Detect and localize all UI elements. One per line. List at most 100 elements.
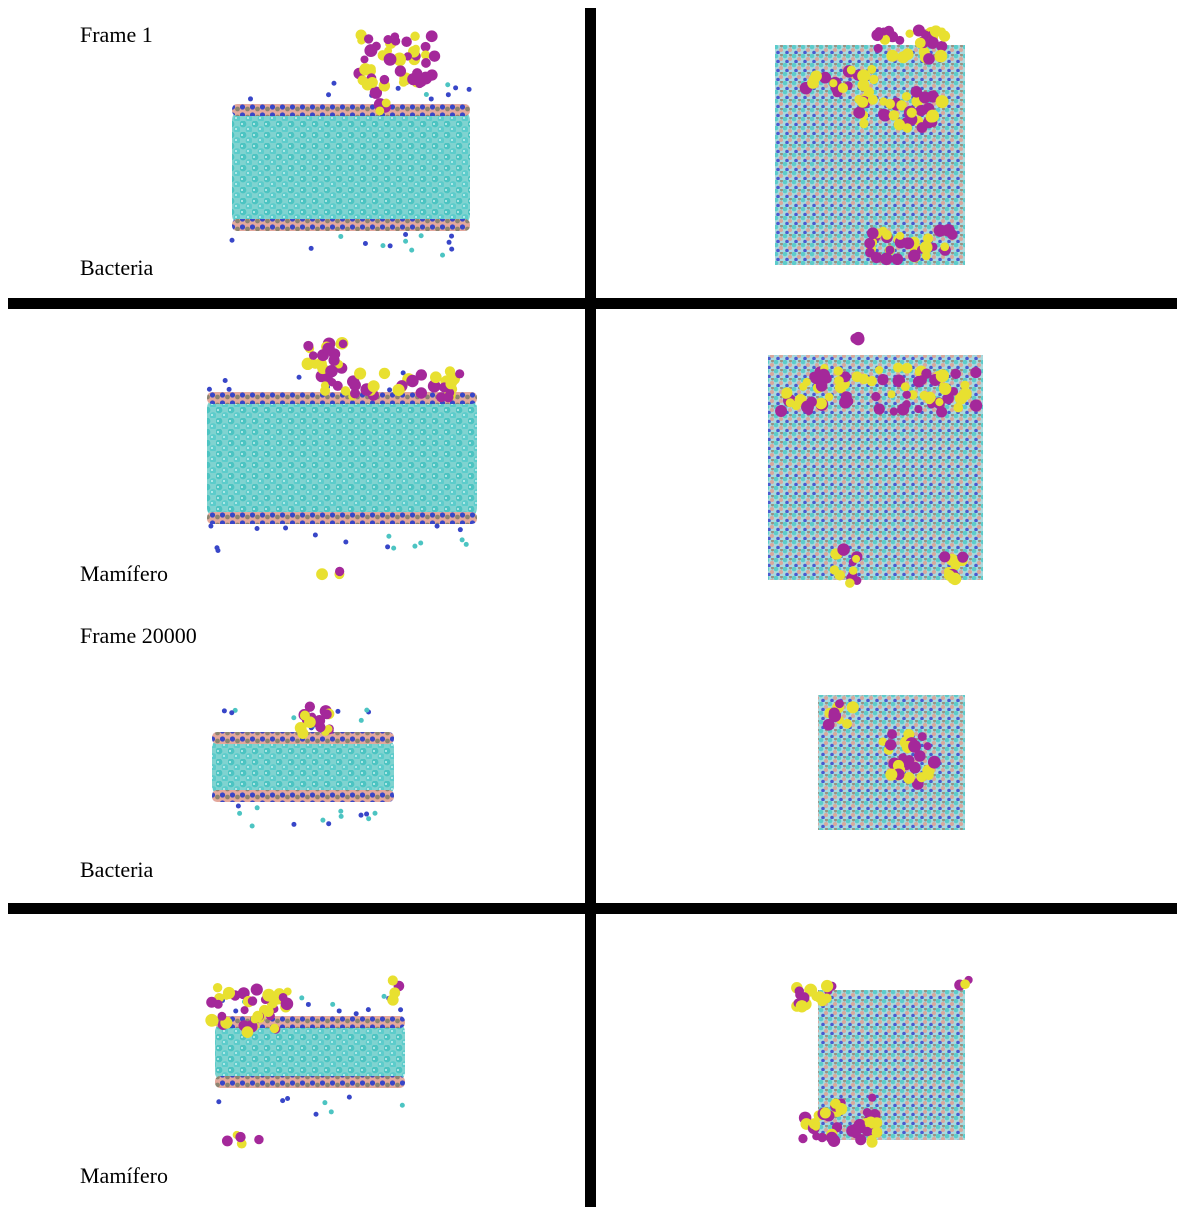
peptide-bead: [781, 387, 792, 398]
peptide-bead: [913, 376, 924, 387]
peptide-bead: [421, 42, 431, 52]
peptide-bead: [926, 110, 939, 123]
peptide-bead: [341, 386, 351, 396]
ion: [366, 816, 371, 821]
peptide-bead: [775, 405, 787, 417]
ion: [467, 87, 472, 92]
ion: [229, 710, 234, 715]
membrane-label: Mamífero: [80, 561, 168, 586]
peptide-bead: [339, 340, 348, 349]
ion: [449, 234, 454, 239]
peptide-bead: [939, 383, 951, 395]
peptide-bead: [241, 1006, 249, 1014]
headgroups: [212, 790, 394, 802]
peptide-bead: [838, 83, 848, 93]
headgroups: [215, 1076, 405, 1088]
peptide-bead: [835, 570, 845, 580]
membrane-top: [818, 990, 965, 1140]
ion: [400, 1103, 405, 1108]
peptide-bead: [834, 366, 843, 375]
peptide-bead: [321, 381, 329, 389]
peptide-bead: [389, 987, 400, 998]
ion: [283, 526, 288, 531]
peptide-bead: [384, 53, 397, 66]
peptide-bead: [875, 366, 883, 374]
peptide-bead: [822, 993, 832, 1003]
peptide-bead: [297, 728, 308, 739]
peptide-bead: [914, 405, 922, 413]
peptide-bead: [891, 253, 903, 265]
peptide-bead: [375, 106, 384, 115]
peptide-bead: [842, 719, 852, 729]
peptide-bead: [222, 1136, 233, 1147]
peptide-bead: [885, 739, 896, 750]
peptide-bead: [821, 980, 833, 992]
peptide-bead: [936, 95, 949, 108]
ion: [435, 524, 440, 529]
peptide-bead: [328, 378, 336, 386]
peptide-bead: [871, 392, 880, 401]
ion: [429, 96, 434, 101]
ion: [338, 234, 343, 239]
ion: [299, 995, 304, 1000]
horizontal-divider: [8, 903, 1177, 914]
ion: [363, 241, 368, 246]
peptide-bead: [924, 770, 934, 780]
peptide-bead: [864, 238, 875, 249]
peptide-bead: [380, 75, 390, 85]
peptide-bead: [939, 551, 950, 562]
peptide-bead: [399, 78, 408, 87]
peptide-bead: [970, 367, 981, 378]
peptide-bead: [401, 37, 411, 47]
peptide-bead: [395, 65, 406, 76]
peptide-bead: [859, 119, 868, 128]
ion: [424, 92, 429, 97]
peptide-bead: [923, 53, 935, 65]
peptide-bead: [895, 36, 904, 45]
peptide-bead: [935, 398, 943, 406]
headgroups: [207, 512, 477, 524]
ion: [227, 387, 232, 392]
peptide-bead: [817, 369, 830, 382]
membrane-label: Bacteria: [80, 857, 154, 882]
ion: [208, 524, 213, 529]
peptide-bead: [322, 709, 332, 719]
peptide-bead: [270, 1024, 279, 1033]
frame-label: Frame 1: [80, 22, 153, 47]
ion: [250, 824, 255, 829]
peptide-bead: [863, 1108, 872, 1117]
peptide-bead: [841, 391, 852, 402]
peptide-bead: [857, 69, 870, 82]
peptide-bead: [903, 772, 915, 784]
peptide-bead: [426, 69, 437, 80]
peptide-bead: [914, 750, 926, 762]
peptide-bead: [934, 50, 947, 63]
horizontal-divider: [8, 298, 1177, 309]
peptide-bead: [867, 227, 879, 239]
peptide-bead: [416, 387, 428, 399]
peptide-bead: [826, 1132, 838, 1144]
peptide-bead: [901, 382, 910, 391]
peptide-bead: [959, 388, 971, 400]
peptide-bead: [902, 400, 910, 408]
peptide-bead: [835, 1103, 847, 1115]
ion: [309, 246, 314, 251]
peptide-bead: [222, 992, 230, 1000]
ion: [337, 1008, 342, 1013]
peptide-bead: [801, 401, 814, 414]
ion: [255, 805, 260, 810]
peptide-bead: [455, 369, 464, 378]
peptide-bead: [886, 50, 898, 62]
peptide-bead: [254, 1135, 263, 1144]
ion: [313, 533, 318, 538]
peptide-bead: [837, 543, 849, 555]
peptide-bead: [960, 979, 970, 989]
ion: [343, 540, 348, 545]
peptide-bead: [829, 79, 837, 87]
ion: [339, 814, 344, 819]
ion: [216, 1099, 221, 1104]
peptide-bead: [902, 363, 913, 374]
peptide-bead: [896, 232, 904, 240]
peptide-bead: [445, 379, 456, 390]
peptide-bead: [915, 38, 926, 49]
